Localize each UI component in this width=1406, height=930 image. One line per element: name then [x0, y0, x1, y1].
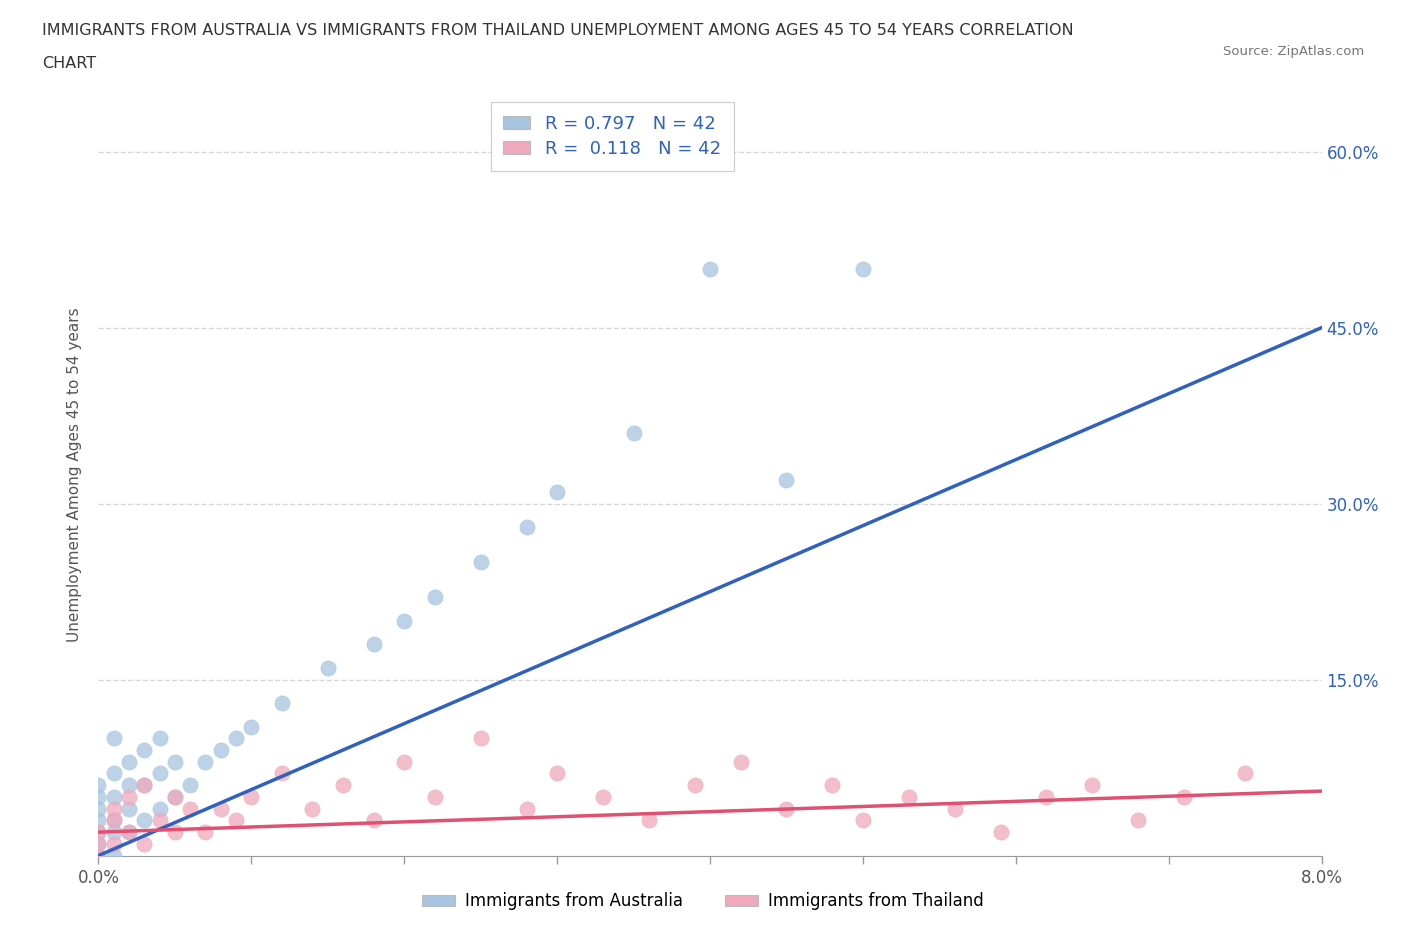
Point [423, 790, 446, 804]
Point [134, 742, 156, 757]
Point [852, 813, 875, 828]
Text: CHART: CHART [42, 56, 96, 71]
Point [775, 802, 797, 817]
Point [179, 802, 201, 817]
Point [179, 777, 201, 792]
Point [470, 731, 492, 746]
Point [699, 261, 721, 276]
Point [270, 696, 294, 711]
Point [149, 766, 172, 781]
Point [470, 555, 492, 570]
Point [301, 802, 323, 817]
Point [103, 731, 125, 746]
Point [194, 825, 217, 840]
Point [87, 836, 110, 851]
Point [103, 848, 125, 863]
Point [87, 802, 110, 817]
Point [423, 590, 446, 604]
Point [1081, 777, 1104, 792]
Point [1128, 813, 1150, 828]
Text: IMMIGRANTS FROM AUSTRALIA VS IMMIGRANTS FROM THAILAND UNEMPLOYMENT AMONG AGES 45: IMMIGRANTS FROM AUSTRALIA VS IMMIGRANTS … [42, 23, 1074, 38]
Point [990, 825, 1012, 840]
Point [87, 848, 110, 863]
Point [103, 766, 125, 781]
Point [134, 813, 156, 828]
Point [163, 754, 186, 769]
Point [240, 719, 263, 734]
Point [943, 802, 966, 817]
Point [546, 766, 568, 781]
Point [163, 825, 186, 840]
Point [118, 825, 141, 840]
Y-axis label: Unemployment Among Ages 45 to 54 years: Unemployment Among Ages 45 to 54 years [67, 307, 83, 642]
Point [134, 777, 156, 792]
Point [332, 777, 354, 792]
Point [118, 790, 141, 804]
Point [209, 802, 232, 817]
Point [118, 802, 141, 817]
Point [546, 485, 568, 499]
Point [270, 766, 294, 781]
Point [516, 802, 538, 817]
Point [392, 614, 416, 629]
Point [103, 813, 125, 828]
Point [392, 754, 416, 769]
Point [363, 813, 385, 828]
Point [240, 790, 263, 804]
Point [134, 777, 156, 792]
Point [118, 777, 141, 792]
Point [87, 813, 110, 828]
Point [103, 790, 125, 804]
Text: Source: ZipAtlas.com: Source: ZipAtlas.com [1223, 45, 1364, 58]
Point [103, 825, 125, 840]
Legend: Immigrants from Australia, Immigrants from Thailand: Immigrants from Australia, Immigrants fr… [415, 885, 991, 917]
Point [163, 790, 186, 804]
Point [516, 520, 538, 535]
Point [623, 426, 645, 441]
Point [103, 802, 125, 817]
Point [209, 742, 232, 757]
Point [1234, 766, 1257, 781]
Point [852, 261, 875, 276]
Point [103, 836, 125, 851]
Point [1035, 790, 1057, 804]
Point [225, 731, 247, 746]
Point [637, 813, 661, 828]
Point [316, 660, 339, 675]
Point [775, 472, 797, 487]
Point [149, 813, 172, 828]
Point [821, 777, 844, 792]
Point [103, 813, 125, 828]
Point [87, 836, 110, 851]
Point [897, 790, 920, 804]
Point [683, 777, 706, 792]
Point [134, 836, 156, 851]
Point [363, 637, 385, 652]
Point [163, 790, 186, 804]
Legend: R = 0.797   N = 42, R =  0.118   N = 42: R = 0.797 N = 42, R = 0.118 N = 42 [491, 102, 734, 170]
Point [194, 754, 217, 769]
Point [87, 825, 110, 840]
Point [592, 790, 614, 804]
Point [118, 825, 141, 840]
Point [225, 813, 247, 828]
Point [730, 754, 752, 769]
Point [118, 754, 141, 769]
Point [149, 802, 172, 817]
Point [1173, 790, 1195, 804]
Point [87, 825, 110, 840]
Point [149, 731, 172, 746]
Point [87, 848, 110, 863]
Point [87, 777, 110, 792]
Point [87, 790, 110, 804]
